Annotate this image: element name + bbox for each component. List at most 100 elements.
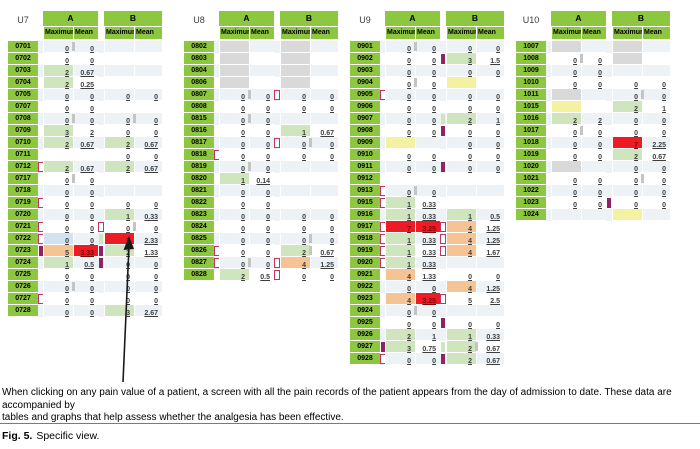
pain-value[interactable]: 0 [634, 190, 638, 197]
pain-value[interactable]: 0 [65, 310, 69, 317]
pain-cell[interactable]: 0 [581, 137, 606, 149]
pain-value[interactable]: 0.67 [652, 154, 666, 161]
pain-cell[interactable]: 0 [43, 233, 73, 245]
pain-value[interactable]: 0 [302, 226, 306, 233]
pain-value[interactable]: 0 [241, 118, 245, 125]
pain-value[interactable]: 0 [598, 142, 602, 149]
pain-value[interactable]: 0 [126, 130, 130, 137]
pain-cell[interactable]: 0 [249, 113, 274, 125]
pain-value[interactable]: 0 [407, 310, 411, 317]
pain-cell[interactable]: 0 [446, 41, 476, 53]
pain-value[interactable]: 0 [573, 130, 577, 137]
pain-cell[interactable]: 0 [551, 137, 581, 149]
pain-cell[interactable]: 0 [642, 89, 670, 101]
pain-value[interactable]: 4 [302, 262, 306, 269]
pain-cell[interactable]: 1 [476, 113, 504, 125]
pain-value[interactable]: 0 [432, 70, 436, 77]
pain-value[interactable]: 0 [302, 106, 306, 113]
pain-cell[interactable]: 2 [581, 113, 606, 125]
pain-value[interactable]: 0 [598, 58, 602, 65]
pain-value[interactable]: 0 [468, 46, 472, 53]
pain-cell[interactable]: 0 [280, 233, 312, 245]
pain-value[interactable]: 0 [432, 322, 436, 329]
pain-cell[interactable]: 0 [581, 149, 606, 161]
pain-cell[interactable]: 2 [551, 113, 581, 125]
pain-cell[interactable]: 2 [43, 77, 73, 89]
pain-value[interactable]: 1 [302, 130, 306, 137]
pain-value[interactable]: 0 [468, 166, 472, 173]
pain-value[interactable]: 0 [468, 70, 472, 77]
pain-cell[interactable]: 0 [476, 41, 504, 53]
pain-cell[interactable]: 3 [385, 341, 415, 353]
pain-cell[interactable]: 0 [249, 209, 274, 221]
pain-cell[interactable]: 1 [385, 245, 415, 257]
pain-cell[interactable]: 0 [43, 113, 75, 125]
pain-cell[interactable]: 0 [280, 89, 310, 101]
pain-cell[interactable]: 0 [219, 161, 251, 173]
pain-value[interactable]: 3 [468, 58, 472, 65]
pain-cell[interactable]: 0 [642, 161, 670, 173]
pain-value[interactable]: 0 [302, 274, 306, 281]
pain-cell[interactable]: 2 [612, 149, 642, 161]
pain-value[interactable]: 0 [154, 274, 158, 281]
pain-cell[interactable]: 0 [249, 137, 274, 149]
pain-cell[interactable]: 0 [73, 221, 98, 233]
pain-value[interactable]: 4 [407, 298, 411, 305]
pain-value[interactable]: 0 [65, 94, 69, 101]
pain-cell[interactable]: 0 [219, 233, 249, 245]
pain-cell[interactable]: 2.67 [134, 305, 162, 317]
pain-value[interactable]: 0 [126, 298, 130, 305]
pain-value[interactable]: 1 [432, 334, 436, 341]
pain-value[interactable]: 0 [302, 94, 306, 101]
pain-cell[interactable]: 0 [612, 113, 642, 125]
pain-cell[interactable]: 2.33 [134, 233, 162, 245]
pain-value[interactable]: 2 [65, 142, 69, 149]
pain-value[interactable]: 0 [407, 154, 411, 161]
pain-value[interactable]: 0 [266, 226, 270, 233]
pain-value[interactable]: 2 [302, 250, 306, 257]
pain-value[interactable]: 0.5 [490, 214, 500, 221]
pain-value[interactable]: 1.25 [486, 286, 500, 293]
pain-cell[interactable]: 0 [73, 41, 98, 53]
pain-cell[interactable]: 0.67 [642, 149, 670, 161]
pain-value[interactable]: 0 [662, 94, 666, 101]
pain-value[interactable]: 3.33 [80, 250, 94, 257]
pain-cell[interactable]: 4 [446, 245, 476, 257]
pain-value[interactable]: 0 [407, 70, 411, 77]
pain-cell[interactable]: 4 [280, 257, 310, 269]
pain-value[interactable]: 0 [266, 202, 270, 209]
pain-cell[interactable]: 0 [219, 89, 251, 101]
pain-cell[interactable]: 0.67 [73, 137, 98, 149]
pain-cell[interactable]: 0 [73, 185, 98, 197]
pain-value[interactable]: 3 [126, 310, 130, 317]
pain-cell[interactable]: 0 [385, 89, 415, 101]
pain-cell[interactable]: 3.25 [415, 293, 440, 305]
pain-value[interactable]: 2 [241, 274, 245, 281]
pain-value[interactable]: 0 [266, 154, 270, 161]
pain-value[interactable]: 1 [407, 250, 411, 257]
pain-cell[interactable]: 0 [385, 101, 415, 113]
pain-cell[interactable]: 3 [43, 125, 73, 137]
pain-cell[interactable]: 0 [219, 221, 249, 233]
pain-cell[interactable]: 0 [415, 149, 440, 161]
pain-value[interactable]: 0 [90, 94, 94, 101]
pain-value[interactable]: 0 [662, 190, 666, 197]
pain-cell[interactable]: 1.33 [415, 269, 440, 281]
pain-value[interactable]: 0 [407, 322, 411, 329]
pain-cell[interactable]: 0 [415, 89, 440, 101]
pain-cell[interactable]: 0.67 [73, 161, 98, 173]
pain-value[interactable]: 0 [241, 142, 245, 149]
pain-cell[interactable]: 0 [219, 137, 249, 149]
pain-value[interactable]: 0 [598, 82, 602, 89]
pain-cell[interactable]: 0 [385, 353, 415, 365]
pain-cell[interactable]: 0 [446, 65, 476, 77]
pain-cell[interactable]: 0 [249, 101, 274, 113]
pain-cell[interactable]: 0.33 [476, 329, 504, 341]
pain-cell[interactable]: 0 [104, 197, 134, 209]
pain-value[interactable]: 2 [634, 154, 638, 161]
pain-value[interactable]: 0 [468, 130, 472, 137]
pain-value[interactable]: 0 [468, 94, 472, 101]
pain-value[interactable]: 0 [65, 106, 69, 113]
pain-cell[interactable]: 1 [219, 173, 249, 185]
pain-cell[interactable]: 0 [310, 101, 338, 113]
